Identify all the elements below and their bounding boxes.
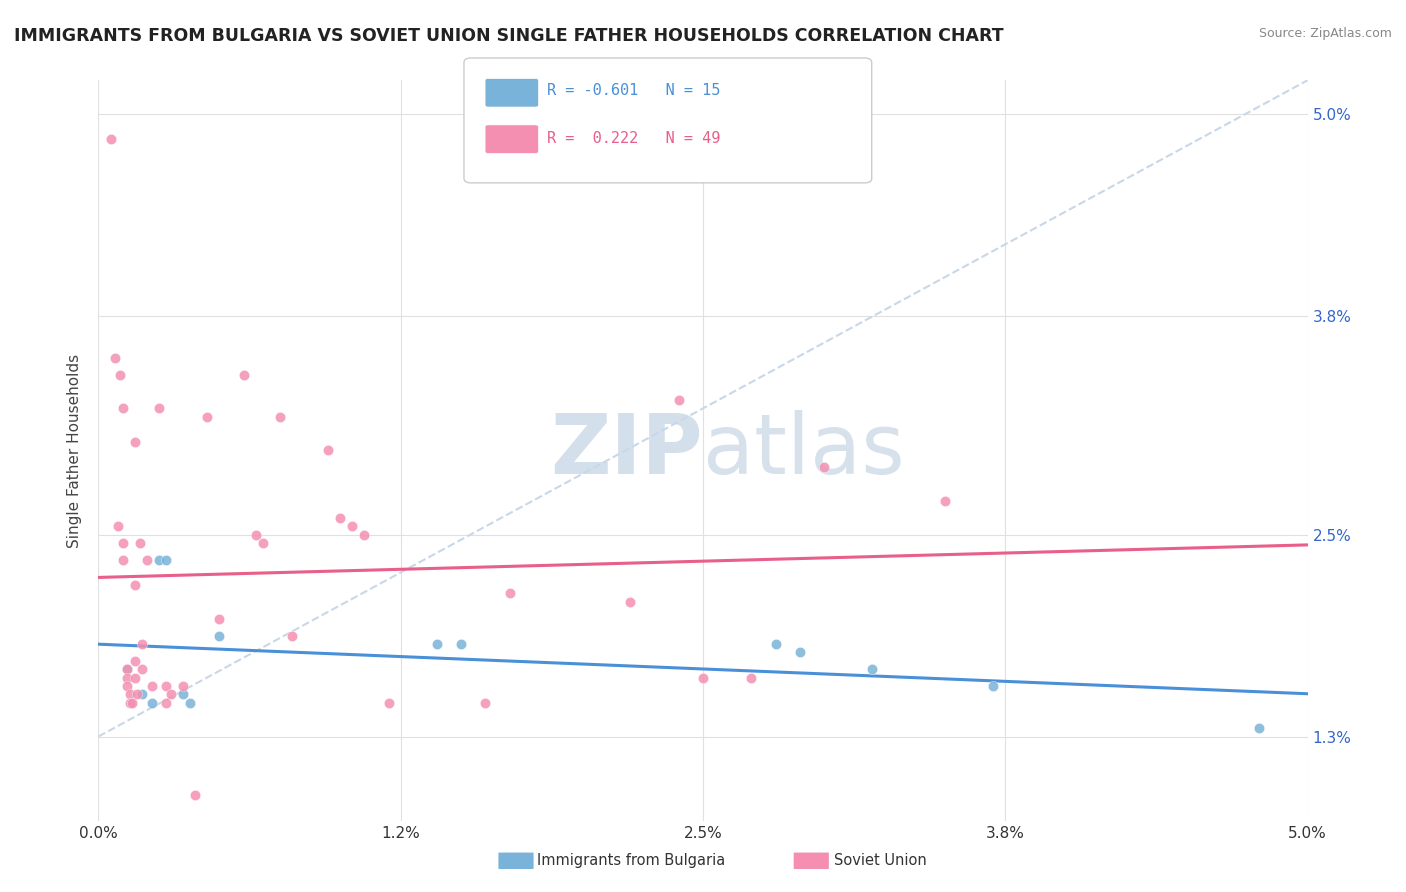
Point — [252, 536, 274, 550]
Point — [148, 401, 170, 416]
Point — [155, 679, 177, 693]
Text: Source: ZipAtlas.com: Source: ZipAtlas.com — [1258, 27, 1392, 40]
Point — [111, 401, 134, 416]
Point — [160, 688, 183, 702]
Point — [127, 688, 149, 702]
Point — [124, 671, 146, 685]
Point — [107, 519, 129, 533]
Point — [498, 586, 520, 600]
Point — [117, 671, 139, 685]
Point — [245, 527, 267, 541]
Text: R =  0.222   N = 49: R = 0.222 N = 49 — [547, 131, 720, 145]
Point — [353, 527, 375, 541]
Point — [269, 409, 291, 424]
Y-axis label: Single Father Households: Single Father Households — [67, 353, 83, 548]
Point — [934, 494, 956, 508]
Point — [124, 435, 146, 450]
Point — [111, 553, 134, 567]
Point — [118, 688, 141, 702]
Point — [860, 662, 883, 676]
Point — [789, 645, 811, 659]
Text: IMMIGRANTS FROM BULGARIA VS SOVIET UNION SINGLE FATHER HOUSEHOLDS CORRELATION CH: IMMIGRANTS FROM BULGARIA VS SOVIET UNION… — [14, 27, 1004, 45]
Point — [329, 510, 352, 524]
Point — [377, 696, 399, 710]
Point — [208, 629, 231, 643]
Point — [100, 132, 122, 146]
Text: Soviet Union: Soviet Union — [834, 854, 927, 868]
Point — [124, 578, 146, 592]
Point — [184, 789, 207, 803]
Point — [141, 696, 163, 710]
Point — [108, 368, 131, 382]
Text: ZIP: ZIP — [551, 410, 703, 491]
Point — [765, 637, 787, 651]
Point — [195, 409, 218, 424]
Point — [692, 671, 714, 685]
Text: Immigrants from Bulgaria: Immigrants from Bulgaria — [537, 854, 725, 868]
Point — [121, 696, 143, 710]
Point — [104, 351, 127, 365]
Point — [155, 553, 177, 567]
Point — [117, 662, 139, 676]
Point — [141, 679, 163, 693]
Point — [619, 595, 641, 609]
Point — [131, 637, 153, 651]
Point — [281, 629, 304, 643]
Point — [111, 536, 134, 550]
Point — [131, 688, 153, 702]
Point — [155, 696, 177, 710]
Point — [450, 637, 472, 651]
Point — [131, 662, 153, 676]
Point — [208, 612, 231, 626]
Point — [179, 696, 201, 710]
Point — [172, 679, 194, 693]
Point — [474, 696, 496, 710]
Point — [128, 536, 150, 550]
Point — [118, 696, 141, 710]
Text: R = -0.601   N = 15: R = -0.601 N = 15 — [547, 84, 720, 98]
Point — [124, 654, 146, 668]
Point — [148, 553, 170, 567]
Point — [316, 443, 339, 458]
Point — [740, 671, 762, 685]
Point — [668, 392, 690, 407]
Point — [117, 662, 139, 676]
Point — [981, 679, 1004, 693]
Point — [813, 460, 835, 475]
Point — [342, 519, 364, 533]
Point — [232, 368, 254, 382]
Point — [135, 553, 157, 567]
Point — [117, 679, 139, 693]
Point — [426, 637, 449, 651]
Point — [1249, 721, 1271, 735]
Point — [172, 688, 194, 702]
Text: atlas: atlas — [703, 410, 904, 491]
